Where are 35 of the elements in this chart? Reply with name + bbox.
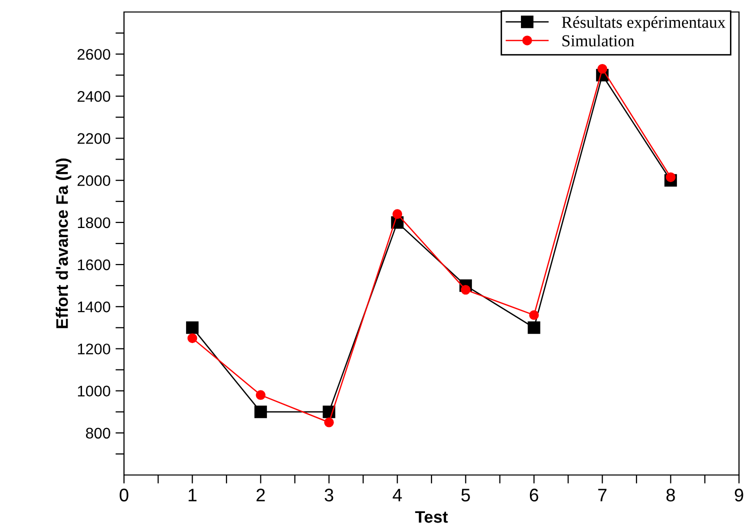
x-tick-label: 4	[392, 488, 402, 502]
point	[529, 310, 539, 320]
y-axis-title: Effort d'avance Fa (N)	[56, 158, 72, 328]
x-tick-label: 7	[598, 488, 606, 502]
y-tick-label: 1000	[78, 386, 110, 397]
point	[187, 333, 198, 344]
point	[186, 321, 199, 334]
x-tick-label: 9	[734, 488, 744, 502]
legend-label: Simulation	[562, 34, 634, 46]
y-tick-label: 2400	[78, 91, 110, 102]
point	[392, 209, 402, 219]
y-tick-label: 1800	[78, 217, 110, 228]
point	[254, 406, 267, 418]
y-tick-label: 2600	[78, 48, 110, 60]
x-tick-label: 0	[120, 488, 128, 502]
legend-label: Résultats expérimentaux	[562, 16, 726, 32]
point	[256, 390, 266, 400]
x-axis-title: Test	[415, 511, 448, 523]
point	[597, 64, 608, 74]
y-tick-label: 800	[86, 428, 110, 439]
y-tick-label: 1600	[78, 259, 110, 270]
x-tick-label: 1	[188, 488, 196, 502]
y-tick-label: 2000	[78, 175, 110, 186]
point	[460, 284, 471, 295]
y-tick-label: 1200	[78, 344, 110, 354]
x-tick-label: 5	[461, 488, 470, 502]
y-tick-label: 1400	[78, 302, 110, 312]
y-tick-label: 2200	[78, 133, 110, 144]
point	[666, 172, 676, 182]
x-tick-label: 6	[530, 488, 538, 502]
point	[528, 321, 540, 334]
point	[324, 418, 334, 428]
x-tick-label: 2	[256, 488, 265, 502]
x-tick-label: 3	[324, 488, 334, 502]
x-tick-label: 8	[666, 488, 675, 502]
